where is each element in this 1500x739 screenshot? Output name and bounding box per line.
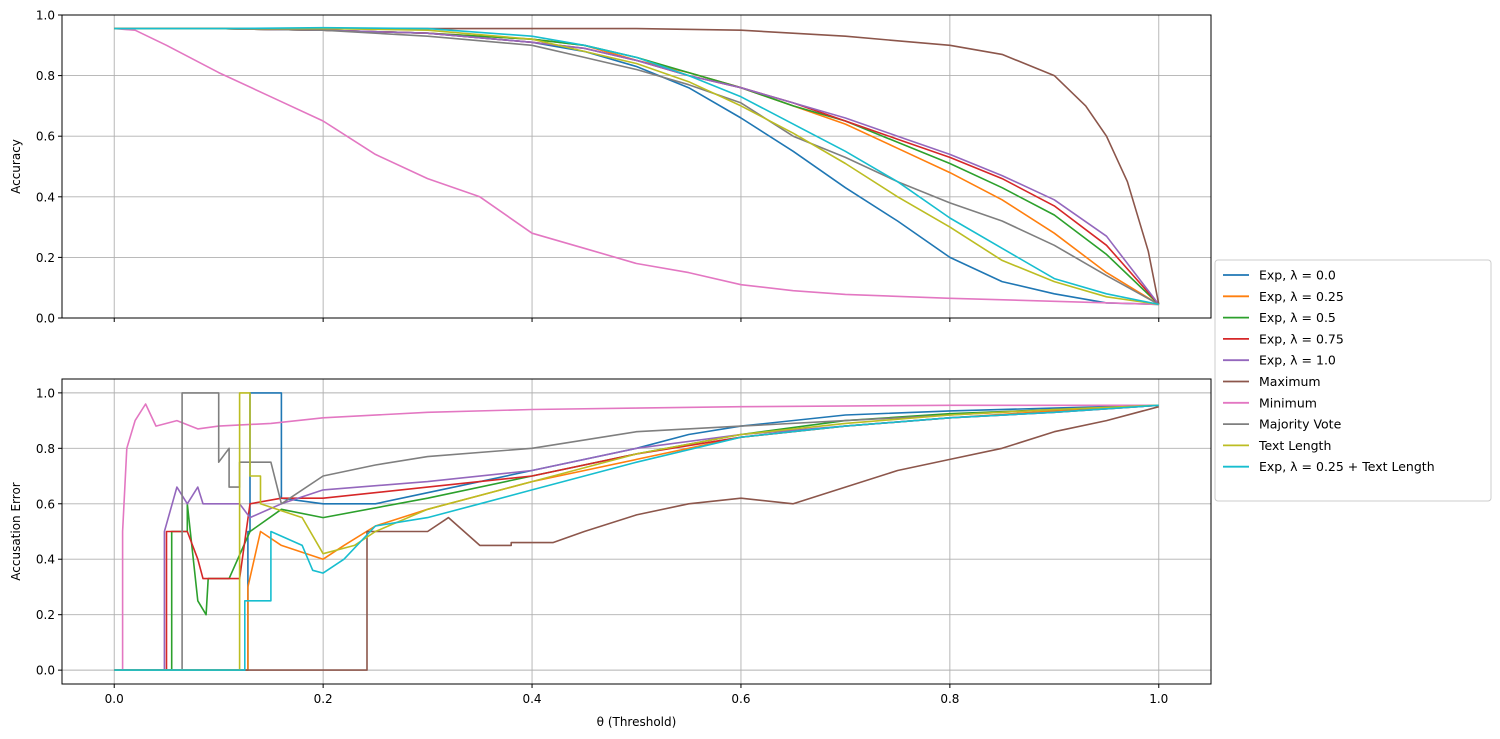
series-line [114, 27, 1160, 306]
x-tick-label: 0.6 [731, 692, 750, 706]
series-line [114, 27, 1159, 306]
series-line [114, 404, 1159, 671]
x-tick-label: 0.4 [522, 692, 541, 706]
series-line [114, 403, 1159, 671]
y-tick-label: 0.6 [36, 497, 55, 511]
y-axis-label: Accuracy [9, 139, 23, 194]
y-tick-label: 0.0 [36, 664, 55, 678]
y-tick-label: 0.4 [36, 190, 55, 204]
y-axis-label: Accusation Error [9, 482, 23, 581]
legend-entry: Text Length [1258, 438, 1331, 453]
legend-entry: Maximum [1259, 374, 1321, 389]
y-tick-label: 0.6 [36, 130, 55, 144]
x-tick-label: 0.8 [940, 692, 959, 706]
series-line [114, 26, 1159, 306]
series-line [114, 404, 1159, 671]
y-tick-label: 0.8 [36, 69, 55, 83]
series-line [114, 392, 1159, 671]
legend-entry: Exp, λ = 0.5 [1259, 310, 1336, 325]
legend-entry: Exp, λ = 0.25 [1259, 289, 1344, 304]
y-tick-label: 0.8 [36, 442, 55, 456]
series-line [114, 27, 1159, 306]
series-line [114, 27, 1160, 305]
legend-frame [1214, 259, 1492, 502]
y-tick-label: 0.0 [36, 312, 55, 326]
legend-entry: Minimum [1259, 395, 1317, 410]
legend-entry: Exp, λ = 1.0 [1259, 353, 1336, 368]
y-tick-label: 1.0 [36, 9, 55, 23]
x-tick-label: 1.0 [1149, 692, 1168, 706]
y-tick-label: 0.2 [36, 608, 55, 622]
legend-entry: Exp, λ = 0.75 [1259, 331, 1344, 346]
x-tick-label: 0.0 [105, 692, 124, 706]
accuracy-panel: 0.0 0.2 0.4 0.6 0.8 1.0 Accuracy [9, 9, 1212, 326]
series-line [114, 405, 1160, 671]
series-line [114, 392, 1159, 671]
legend-entry: Exp, λ = 0.25 + Text Length [1259, 459, 1435, 474]
legend-entry: Majority Vote [1259, 417, 1342, 432]
y-tick-label: 1.0 [36, 386, 55, 400]
plot-frame [61, 378, 1212, 685]
plot-frame [61, 14, 1212, 319]
y-tick-label: 0.4 [36, 553, 55, 567]
accusation-error-panel: 0.0 0.2 0.4 0.6 0.8 1.0 0.0 0.2 0.4 0.6 0.8 1.0 Accu… [9, 378, 1212, 729]
x-axis-label: θ (Threshold) [597, 715, 677, 729]
x-tick-label: 0.2 [314, 692, 333, 706]
series-group [114, 26, 1160, 306]
legend-entry: Exp, λ = 0.0 [1259, 268, 1336, 283]
legend: Exp, λ = 0.0 Exp, λ = 0.25 Exp, λ = 0.5 Exp… [1214, 259, 1492, 502]
series-group [114, 392, 1160, 671]
y-tick-label: 0.2 [36, 251, 55, 265]
